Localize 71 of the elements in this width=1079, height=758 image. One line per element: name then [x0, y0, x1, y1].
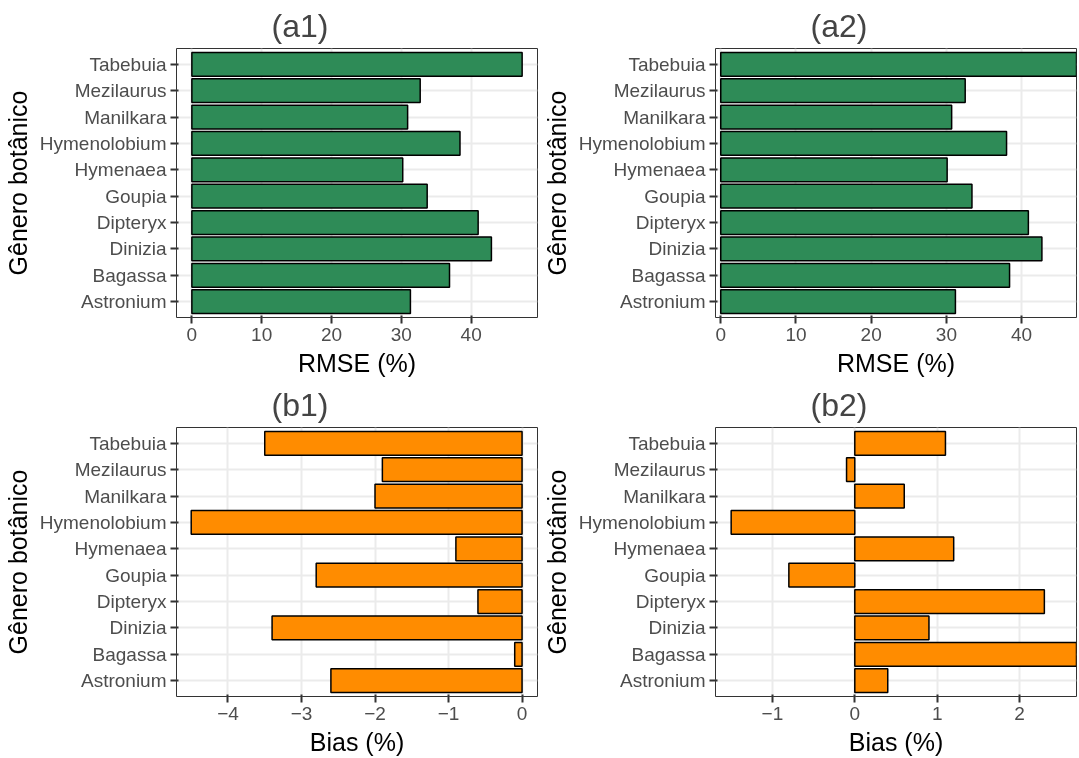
y-tick-label: Tabebuia: [628, 53, 706, 75]
y-tick-label: Goupia: [105, 564, 167, 586]
x-axis-title: RMSE (%): [836, 348, 956, 377]
y-axis-title: Gênero botânico: [542, 90, 571, 276]
y-tick-label: Manilkara: [623, 485, 706, 507]
y-tick-label: Hymenolobium: [39, 511, 167, 533]
y-tick-label: Dinizia: [648, 617, 706, 639]
x-tick-label: −2: [364, 702, 386, 724]
x-tick-label: −1: [761, 702, 784, 724]
y-axis-title: Gênero botânico: [542, 469, 571, 655]
x-tick-label: 10: [785, 323, 807, 345]
x-tick-label: 30: [390, 323, 412, 345]
y-tick-label: Manilkara: [623, 106, 706, 128]
x-axis-title: RMSE (%): [297, 348, 417, 377]
x-tick-label: 40: [1011, 323, 1033, 345]
x-tick-label: 1: [931, 702, 943, 724]
x-tick-label: 0: [516, 702, 528, 724]
x-tick-label: −4: [217, 702, 240, 724]
y-tick-label: Dipteryx: [96, 591, 167, 613]
x-tick-label: 40: [460, 323, 482, 345]
y-tick-label: Mezilaurus: [74, 80, 167, 102]
x-tick-label: 0: [715, 323, 727, 345]
y-tick-label: Hymenaea: [613, 538, 706, 560]
y-tick-label: Goupia: [644, 564, 706, 586]
y-tick-label: Dinizia: [109, 238, 167, 260]
y-tick-label: Hymenolobium: [578, 132, 706, 154]
y-tick-label: Astronium: [80, 291, 167, 313]
y-tick-label: Dipteryx: [635, 591, 706, 613]
y-tick-label: Dinizia: [109, 617, 167, 639]
x-tick-label: 20: [860, 323, 882, 345]
y-tick-label: Hymenolobium: [578, 511, 706, 533]
y-tick-label: Mezilaurus: [613, 459, 706, 481]
y-tick-label: Bagassa: [631, 264, 706, 286]
y-axis-title: Gênero botânico: [3, 469, 32, 655]
y-tick-label: Dipteryx: [96, 212, 167, 234]
y-tick-label: Mezilaurus: [613, 80, 706, 102]
x-tick-label: 10: [251, 323, 273, 345]
y-tick-label: Astronium: [80, 670, 167, 692]
y-tick-label: Bagassa: [92, 643, 167, 665]
y-tick-label: Bagassa: [92, 264, 167, 286]
y-tick-label: Manilkara: [84, 485, 167, 507]
y-tick-label: Tabebuia: [89, 432, 167, 454]
x-tick-label: −1: [437, 702, 460, 724]
y-tick-label: Dinizia: [648, 238, 706, 260]
x-tick-label: −3: [290, 702, 313, 724]
y-tick-label: Tabebuia: [89, 53, 167, 75]
y-tick-label: Manilkara: [84, 106, 167, 128]
y-tick-label: Mezilaurus: [74, 459, 167, 481]
y-tick-label: Astronium: [619, 291, 706, 313]
chart-title: (a1): [271, 7, 329, 44]
x-tick-label: 0: [186, 323, 198, 345]
y-tick-label: Hymenolobium: [39, 132, 167, 154]
x-tick-label: 30: [935, 323, 957, 345]
y-tick-label: Hymenaea: [74, 538, 167, 560]
y-tick-label: Tabebuia: [628, 432, 706, 454]
y-tick-label: Goupia: [105, 185, 167, 207]
y-tick-label: Astronium: [619, 670, 706, 692]
y-tick-label: Goupia: [644, 185, 706, 207]
y-tick-label: Dipteryx: [635, 212, 706, 234]
x-axis-title: Bias (%): [848, 727, 944, 756]
y-tick-label: Hymenaea: [74, 159, 167, 181]
x-tick-label: 20: [320, 323, 343, 345]
chart-title: (b1): [271, 386, 329, 423]
chart-title: (a2): [810, 7, 868, 44]
chart-title: (b2): [810, 386, 868, 423]
y-axis-title: Gênero botânico: [3, 90, 32, 276]
x-tick-label: 0: [849, 702, 861, 724]
y-tick-label: Bagassa: [631, 643, 706, 665]
x-axis-title: Bias (%): [309, 727, 405, 756]
x-tick-label: 2: [1014, 702, 1025, 724]
y-tick-label: Hymenaea: [613, 159, 706, 181]
